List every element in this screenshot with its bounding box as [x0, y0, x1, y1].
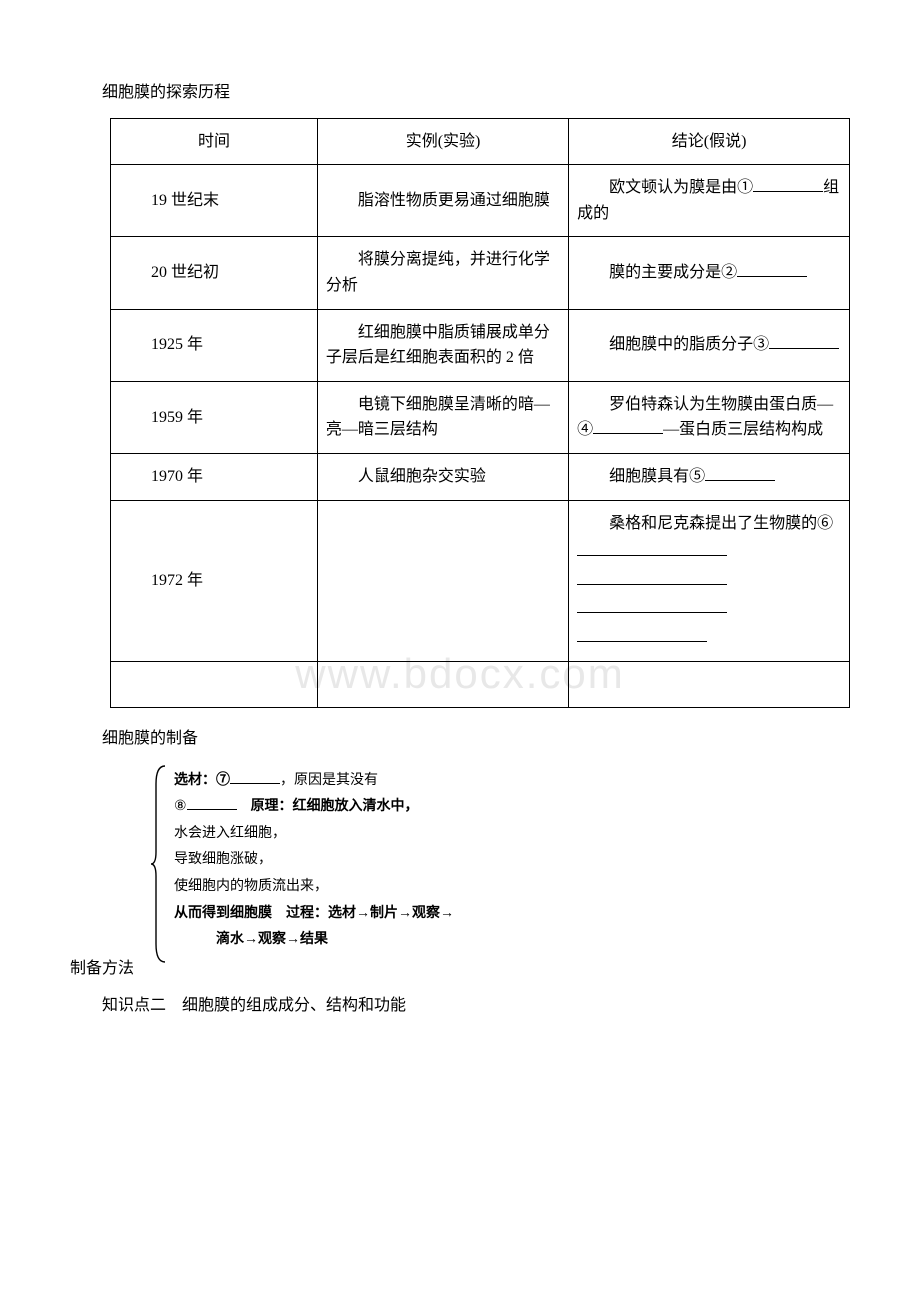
cell-conc: 罗伯特森认为生物膜由蛋白质—④—蛋白质三层结构构成 — [569, 381, 850, 453]
exploration-table: 时间 实例(实验) 结论(假说) 19 世纪末 脂溶性物质更易通过细胞膜 欧文顿… — [110, 118, 850, 709]
cell-time: 1925 年 — [111, 309, 318, 381]
blank-6d — [577, 626, 707, 642]
blank-6b — [577, 569, 727, 585]
line-text: 原理：红细胞放入清水中， — [251, 799, 419, 814]
blank-5 — [705, 465, 775, 481]
cell-conc: 细胞膜具有⑤ — [569, 453, 850, 500]
conc-prefix: 膜的主要成分是② — [609, 264, 737, 281]
cell-time: 19 世纪末 — [111, 165, 318, 237]
cell-conc: 欧文顿认为膜是由①组成的 — [569, 165, 850, 237]
cell-time: 1959 年 — [111, 381, 318, 453]
cell-exp: 电镜下细胞膜呈清晰的暗—亮—暗三层结构 — [317, 381, 568, 453]
conc-prefix: 细胞膜中的脂质分子③ — [609, 336, 769, 353]
cell-exp: 脂溶性物质更易通过细胞膜 — [317, 165, 568, 237]
table-row: 20 世纪初 将膜分离提纯，并进行化学分析 膜的主要成分是② — [111, 237, 850, 309]
section2-title: 细胞膜的制备 — [70, 726, 850, 752]
cell-exp: 人鼠细胞杂交实验 — [317, 453, 568, 500]
section1-title: 细胞膜的探索历程 — [70, 80, 850, 106]
conc-prefix: 细胞膜具有⑤ — [609, 468, 705, 485]
conc-prefix: 桑格和尼克森提出了生物膜的⑥ — [609, 515, 833, 532]
brace-line: 选材：⑦ ，原因是其没有 — [174, 768, 454, 795]
blank-8 — [187, 796, 237, 810]
blank-6a — [577, 540, 727, 556]
cell-empty — [317, 661, 568, 708]
brace-line: 水会进入红细胞， — [174, 821, 454, 848]
brace-line: 滴水→观察→结果 — [174, 927, 454, 954]
conc-prefix: 欧文顿认为膜是由① — [609, 179, 753, 196]
blank-4 — [593, 418, 663, 434]
th-time: 时间 — [111, 118, 318, 165]
th-conclusion: 结论(假说) — [569, 118, 850, 165]
cell-conc: 细胞膜中的脂质分子③ — [569, 309, 850, 381]
line-text: ⑧ — [174, 799, 187, 814]
cell-conc: 膜的主要成分是② — [569, 237, 850, 309]
blank-3 — [769, 333, 839, 349]
brace-line: 导致细胞涨破， — [174, 847, 454, 874]
table-row: 1972 年 桑格和尼克森提出了生物膜的⑥ — [111, 500, 850, 661]
conc-suffix: —蛋白质三层结构构成 — [663, 421, 823, 438]
line-text: 选材：⑦ — [174, 773, 230, 788]
cell-empty — [111, 661, 318, 708]
cell-time: 20 世纪初 — [111, 237, 318, 309]
brace-line: ⑧ 原理：红细胞放入清水中， — [174, 794, 454, 821]
table-row: 1959 年 电镜下细胞膜呈清晰的暗—亮—暗三层结构 罗伯特森认为生物膜由蛋白质… — [111, 381, 850, 453]
blank-2 — [737, 261, 807, 277]
line-text: ，原因是其没有 — [280, 773, 378, 788]
preparation-diagram: 选材：⑦ ，原因是其没有 ⑧ 原理：红细胞放入清水中， 水会进入红细胞， 导致细胞… — [70, 764, 850, 964]
blank-1 — [753, 176, 823, 192]
cell-time: 1972 年 — [111, 500, 318, 661]
brace-line: 从而得到细胞膜 过程：选材→制片→观察→ — [174, 901, 454, 928]
table-row: 19 世纪末 脂溶性物质更易通过细胞膜 欧文顿认为膜是由①组成的 — [111, 165, 850, 237]
cell-empty — [569, 661, 850, 708]
knowledge-point-2: 知识点二 细胞膜的组成成分、结构和功能 — [70, 993, 850, 1019]
left-brace-icon — [150, 764, 168, 964]
table-row: 1925 年 红细胞膜中脂质铺展成单分子层后是红细胞表面积的 2 倍 细胞膜中的… — [111, 309, 850, 381]
brace-content: 选材：⑦ ，原因是其没有 ⑧ 原理：红细胞放入清水中， 水会进入红细胞， 导致细胞… — [168, 764, 454, 964]
blank-7 — [230, 770, 280, 784]
blank-6c — [577, 597, 727, 613]
table-row: 1970 年 人鼠细胞杂交实验 细胞膜具有⑤ — [111, 453, 850, 500]
cell-conc: 桑格和尼克森提出了生物膜的⑥ — [569, 500, 850, 661]
th-experiment: 实例(实验) — [317, 118, 568, 165]
cell-time: 1970 年 — [111, 453, 318, 500]
cell-exp: 将膜分离提纯，并进行化学分析 — [317, 237, 568, 309]
brace-line: 使细胞内的物质流出来， — [174, 874, 454, 901]
cell-exp: 红细胞膜中脂质铺展成单分子层后是红细胞表面积的 2 倍 — [317, 309, 568, 381]
method-label: 制备方法 — [70, 960, 138, 977]
table-row-empty — [111, 661, 850, 708]
table-header-row: 时间 实例(实验) 结论(假说) — [111, 118, 850, 165]
cell-exp — [317, 500, 568, 661]
